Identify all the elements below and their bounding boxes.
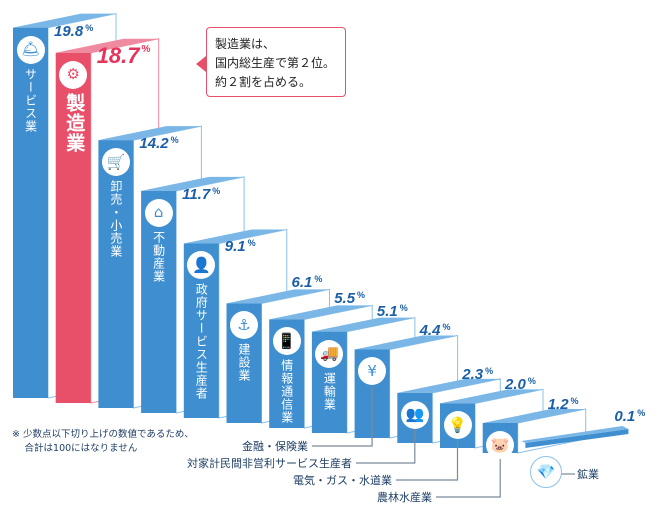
house-icon: ⌂ [144, 198, 173, 227]
footnote: ※ 少数点以下切り上げの数値であるため、 合計は100にはなりません [12, 428, 194, 456]
bar-11-top [440, 389, 543, 404]
bar-8-category-label: 運輸業 [322, 371, 337, 411]
bar-12-top [482, 409, 586, 424]
bar-8-value-label: 5.1% [376, 302, 408, 320]
bar-5-value-label: 9.1% [224, 238, 256, 256]
bar-3-category-label: 卸売・小売業 [108, 180, 123, 259]
bar-12-value: 1.2 [547, 396, 569, 414]
bar-3-top [98, 126, 202, 141]
bar-5-front [183, 243, 219, 418]
bar-4-category-label: 不動産業 [151, 230, 166, 283]
bar-13-value: 0.1 [614, 408, 636, 425]
bar-10-category-label: 対家計民間非営利サービス生産者 [187, 457, 352, 470]
bar-10-top [397, 378, 501, 393]
bar-8-value: 5.1 [376, 302, 398, 320]
bar-4-top [141, 176, 245, 191]
bar-10-value: 2.3 [462, 365, 484, 383]
bar-1-unit: % [85, 22, 94, 33]
bar-7-category-label: 情報通信業 [279, 359, 294, 425]
bar-6-value: 6.1 [291, 274, 313, 292]
truck-icon: 🚚 [315, 339, 344, 368]
bar-7-unit: % [357, 290, 366, 301]
callout-pointer [196, 56, 206, 72]
bar-4-value: 11.7 [182, 185, 211, 203]
bar-9-unit: % [442, 322, 451, 333]
cloche-icon: 🛎 [16, 35, 45, 64]
bar-7-value: 5.5 [334, 290, 356, 308]
bar-9-leader-line [312, 385, 373, 447]
bar-6-unit: % [314, 274, 323, 285]
bar-12-category-label: 農林水産業 [377, 491, 432, 504]
bar-1-value-label: 19.8% [54, 22, 94, 40]
bar-4-front [141, 190, 177, 413]
bar-12-value-label: 1.2% [547, 396, 579, 414]
bar-11-unit: % [527, 376, 536, 387]
bar-2-category-label: 製造業 [63, 92, 86, 153]
pig-icon: 🐷 [486, 431, 515, 460]
bar-2-value-label: 18.7% [96, 42, 151, 68]
footnote-line-2: 合計は100にはなりません [12, 443, 138, 454]
bar-7-top [269, 305, 373, 320]
bar-13-front [525, 429, 629, 448]
callout-line-1: 製造業は、 [215, 37, 276, 51]
bar-5-top [183, 229, 287, 244]
bar-10-value-label: 2.3% [462, 365, 494, 383]
bar-3-value-label: 14.2% [139, 135, 179, 153]
bar-13-category-label: 鉱業 [577, 468, 599, 481]
bar-6-category-label: 建設業 [237, 343, 251, 383]
bar-11-leader-line [396, 439, 459, 481]
bar-11-value-label: 2.0% [505, 376, 536, 394]
bar-5-category-label: 政府サービス生産者 [194, 283, 209, 401]
bar-13-top [521, 426, 629, 443]
bar-3-unit: % [170, 135, 179, 146]
bar-9-top [354, 335, 458, 350]
people-group-icon: 👥 [400, 400, 429, 429]
money-bag-icon: ¥ [358, 357, 387, 386]
bar-10-unit: % [485, 365, 494, 376]
bar-1-front [13, 27, 48, 398]
bar-7-value-label: 5.5% [334, 290, 366, 308]
bar-4-value-label: 11.7% [182, 185, 221, 203]
bar-2-front [55, 52, 91, 403]
bar-1-top [13, 13, 116, 28]
bar-3-front [98, 140, 134, 408]
bar-2-top [55, 38, 159, 53]
smartphone-icon: 📱 [272, 327, 301, 356]
bar-10-leader-line [356, 428, 416, 464]
shopping-cart-icon: 🛒 [101, 148, 130, 177]
bar-9-value-label: 4.4% [419, 322, 451, 340]
bar-1-value: 19.8 [54, 22, 84, 40]
bar-6-value-label: 6.1% [291, 274, 323, 292]
crane-hook-icon: ⚓ [230, 311, 258, 340]
person-icon: 👤 [187, 251, 216, 280]
bar-12-unit: % [570, 396, 579, 407]
bar-6-top [226, 289, 330, 304]
bar-3-value: 14.2 [139, 135, 169, 153]
diamond-icon: 💎 [530, 456, 562, 488]
bar-5-unit: % [247, 238, 256, 249]
bar-8-unit: % [399, 302, 408, 313]
footnote-line-1: ※ 少数点以下切り上げの数値であるため、 [12, 429, 194, 440]
bar-8-top [311, 317, 415, 332]
bar-11-category-label: 電気・ガス・水道業 [293, 474, 392, 487]
bar-13-unit: % [637, 408, 646, 418]
bar-11-value: 2.0 [505, 376, 526, 394]
callout-box: 製造業は、 国内総生産で第２位。 約２割を占める。 [206, 27, 346, 97]
bar-5-value: 9.1 [224, 238, 246, 256]
bar-13-value-label: 0.1% [614, 408, 646, 425]
bar-2-value: 18.7 [96, 42, 140, 68]
light-bulb-icon: 💡 [443, 411, 472, 440]
bar-12-leader-line [436, 459, 501, 498]
callout-line-2: 国内総生産で第２位。 [215, 56, 336, 70]
bar-9-value: 4.4 [419, 322, 441, 340]
bar-2-unit: % [141, 43, 151, 55]
bar-9-category-label: 金融・保険業 [242, 440, 308, 453]
bar-4-unit: % [212, 185, 221, 196]
bar-1-category-label: サービス業 [23, 67, 38, 133]
gear-icon: ⚙ [59, 60, 88, 89]
callout-line-3: 約２割を占める。 [215, 75, 312, 89]
